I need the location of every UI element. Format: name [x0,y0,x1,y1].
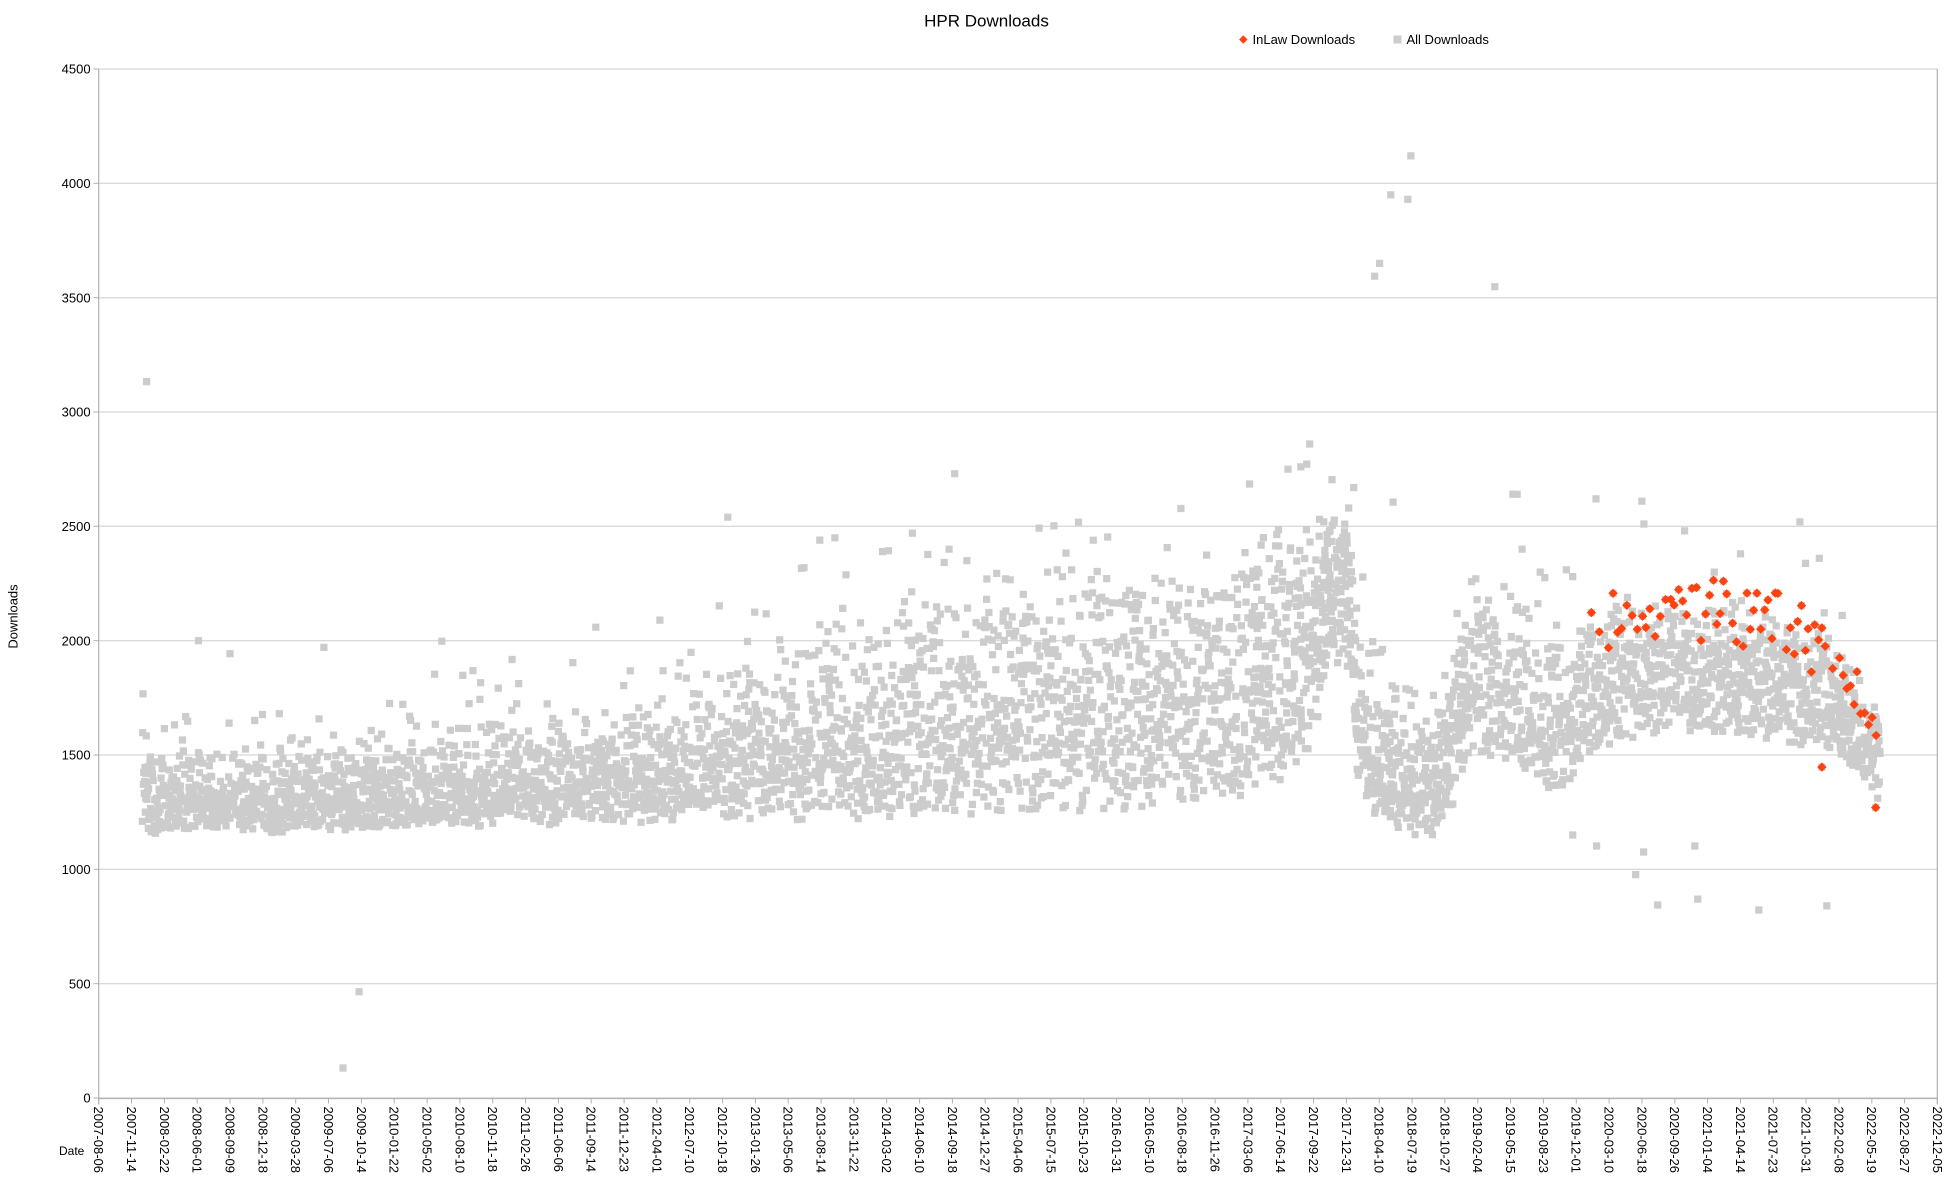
svg-text:2019-05-15: 2019-05-15 [1503,1107,1518,1174]
svg-text:2013-01-26: 2013-01-26 [748,1107,763,1174]
svg-text:2011-12-23: 2011-12-23 [617,1107,632,1173]
svg-text:3000: 3000 [62,405,91,420]
svg-text:InLaw Downloads: InLaw Downloads [1253,32,1356,47]
svg-text:2016-11-26: 2016-11-26 [1208,1107,1223,1173]
svg-text:2014-09-18: 2014-09-18 [945,1107,960,1174]
svg-text:0: 0 [83,1091,90,1106]
svg-text:2021-04-14: 2021-04-14 [1733,1107,1748,1174]
svg-text:2008-09-09: 2008-09-09 [222,1107,237,1174]
svg-text:2018-04-10: 2018-04-10 [1372,1107,1387,1174]
svg-text:2010-08-10: 2010-08-10 [452,1107,467,1174]
svg-text:2017-09-22: 2017-09-22 [1306,1107,1321,1174]
svg-text:2008-02-22: 2008-02-22 [157,1107,172,1174]
svg-text:2017-03-06: 2017-03-06 [1240,1107,1255,1174]
svg-text:2013-08-14: 2013-08-14 [814,1107,829,1174]
svg-text:1000: 1000 [62,862,91,877]
svg-text:Date: Date [59,1144,85,1158]
svg-text:2012-10-18: 2012-10-18 [715,1107,730,1174]
svg-text:2010-05-02: 2010-05-02 [419,1107,434,1174]
svg-text:2021-07-23: 2021-07-23 [1766,1107,1781,1174]
svg-text:3500: 3500 [62,290,91,305]
svg-text:2008-06-01: 2008-06-01 [190,1107,205,1174]
svg-text:2013-05-06: 2013-05-06 [781,1107,796,1174]
svg-text:2017-12-31: 2017-12-31 [1339,1107,1354,1174]
svg-text:2000: 2000 [62,633,91,648]
svg-text:2018-10-27: 2018-10-27 [1437,1107,1452,1174]
svg-text:2012-04-01: 2012-04-01 [649,1107,664,1174]
svg-text:4000: 4000 [62,176,91,191]
svg-text:2018-07-19: 2018-07-19 [1405,1107,1420,1174]
svg-text:2021-10-31: 2021-10-31 [1799,1107,1814,1174]
svg-text:1500: 1500 [62,748,91,763]
svg-text:2012-07-10: 2012-07-10 [682,1107,697,1174]
svg-text:2015-10-23: 2015-10-23 [1076,1107,1091,1174]
svg-text:2009-10-14: 2009-10-14 [354,1107,369,1174]
svg-text:2013-11-22: 2013-11-22 [846,1107,861,1173]
svg-text:2009-03-28: 2009-03-28 [288,1107,303,1174]
svg-text:2020-06-18: 2020-06-18 [1634,1107,1649,1174]
svg-text:2014-06-10: 2014-06-10 [912,1107,927,1174]
svg-text:Downloads: Downloads [6,584,21,649]
svg-text:2022-02-08: 2022-02-08 [1831,1107,1846,1174]
svg-text:All Downloads: All Downloads [1407,32,1490,47]
svg-text:2015-07-15: 2015-07-15 [1043,1107,1058,1174]
svg-text:2016-05-10: 2016-05-10 [1142,1107,1157,1174]
svg-text:2017-06-14: 2017-06-14 [1273,1107,1288,1174]
svg-text:2020-03-10: 2020-03-10 [1602,1107,1617,1174]
svg-text:2021-01-04: 2021-01-04 [1700,1107,1715,1174]
svg-text:2016-08-18: 2016-08-18 [1175,1107,1190,1174]
svg-text:2014-12-27: 2014-12-27 [978,1107,993,1174]
svg-text:2015-04-06: 2015-04-06 [1011,1107,1026,1174]
svg-text:2011-06-06: 2011-06-06 [551,1107,566,1173]
svg-text:2019-08-23: 2019-08-23 [1536,1107,1551,1174]
svg-text:2007-08-06: 2007-08-06 [91,1107,106,1174]
svg-text:2022-05-19: 2022-05-19 [1864,1107,1879,1174]
svg-text:2014-03-02: 2014-03-02 [879,1107,894,1174]
svg-text:2019-02-04: 2019-02-04 [1470,1107,1485,1174]
svg-text:2022-08-27: 2022-08-27 [1897,1107,1912,1174]
svg-text:2010-11-18: 2010-11-18 [485,1107,500,1173]
svg-text:2022-12-05: 2022-12-05 [1930,1107,1945,1174]
svg-text:2008-12-18: 2008-12-18 [255,1107,270,1174]
svg-text:2011-09-14: 2011-09-14 [584,1107,599,1173]
svg-text:2011-02-26: 2011-02-26 [518,1107,533,1173]
svg-text:2009-07-06: 2009-07-06 [321,1107,336,1174]
svg-text:2016-01-31: 2016-01-31 [1109,1107,1124,1174]
svg-text:500: 500 [69,976,91,991]
svg-text:2010-01-22: 2010-01-22 [387,1107,402,1174]
svg-text:2007-11-14: 2007-11-14 [124,1107,139,1173]
svg-text:2019-12-01: 2019-12-01 [1569,1107,1584,1174]
svg-text:HPR Downloads: HPR Downloads [924,12,1049,31]
svg-text:4500: 4500 [62,62,91,77]
svg-text:2020-09-26: 2020-09-26 [1667,1107,1682,1174]
svg-text:2500: 2500 [62,519,91,534]
